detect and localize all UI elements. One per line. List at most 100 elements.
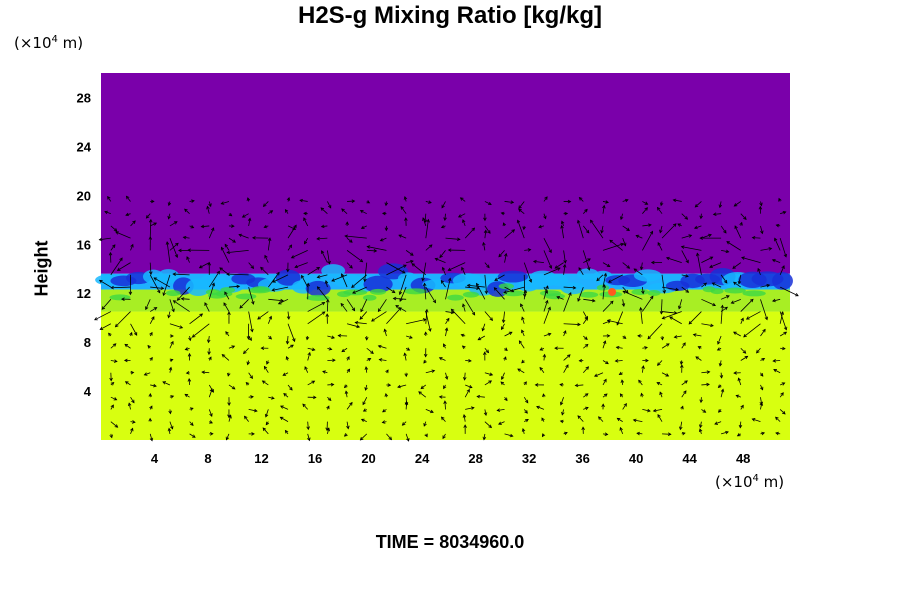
wind-vector-head: [125, 212, 130, 217]
wind-vector-head: [602, 340, 607, 345]
wind-vector-head: [184, 208, 188, 213]
x-tick-label: 48: [736, 451, 750, 466]
wind-vector-head: [783, 326, 788, 331]
wind-vector-head: [539, 347, 544, 351]
wind-vector: [484, 201, 492, 205]
wind-vector-head: [251, 300, 255, 305]
wind-vector-head: [184, 347, 189, 351]
wind-vector-head: [286, 196, 291, 201]
wind-vector-head: [191, 334, 196, 338]
wind-vector-head: [444, 376, 449, 380]
wind-vector-head: [510, 200, 515, 204]
wind-vector: [169, 323, 183, 329]
wind-vector-head: [250, 265, 255, 269]
wind-vector: [248, 372, 253, 379]
wind-vector-head: [346, 356, 350, 360]
wind-vector-head: [685, 274, 689, 278]
wind-vector: [563, 354, 571, 361]
wind-vector-head: [678, 305, 682, 310]
wind-vector: [653, 409, 663, 412]
wind-vector: [321, 225, 328, 228]
wind-vector: [673, 199, 682, 202]
wind-vector-head: [328, 347, 333, 351]
wind-vector-head: [545, 299, 549, 304]
wind-vector: [681, 246, 702, 251]
wind-vector: [425, 286, 436, 303]
wind-vector-head: [685, 289, 690, 293]
wind-vector-head: [775, 416, 779, 421]
wind-vector-head: [462, 376, 467, 381]
wind-vector-head: [501, 319, 506, 324]
y-tick-label: 4: [84, 384, 92, 399]
wind-vector: [740, 318, 744, 324]
wind-vector: [693, 334, 702, 337]
wind-vector-head: [524, 410, 528, 414]
x-tick-label: 36: [575, 451, 589, 466]
wind-vector: [462, 304, 466, 312]
wind-vector: [272, 286, 289, 291]
wind-vector: [101, 299, 112, 310]
wind-vector-head: [466, 283, 471, 288]
wind-vector: [504, 433, 513, 437]
wind-vector-head: [520, 303, 524, 308]
wind-vector: [346, 299, 355, 311]
wind-vector-head: [301, 274, 305, 279]
wind-vector: [294, 262, 308, 268]
wind-vector-head: [422, 282, 427, 287]
wind-vector-head: [771, 258, 776, 263]
wind-vector-head: [121, 297, 125, 301]
wind-vector-head: [615, 345, 620, 350]
wind-vector-head: [596, 277, 600, 282]
wind-vector-head: [626, 227, 630, 231]
wind-vector: [267, 316, 272, 324]
wind-vector-head: [719, 374, 724, 379]
wind-vector-head: [98, 279, 103, 284]
wind-vector-head: [532, 259, 537, 264]
x-tick-label: 28: [468, 451, 482, 466]
wind-vector: [482, 323, 486, 331]
wind-vector-head: [290, 344, 294, 348]
wind-vector: [657, 207, 663, 214]
wind-vector: [260, 267, 269, 276]
wind-vector-head: [548, 265, 553, 270]
wind-vector: [602, 300, 614, 312]
wind-vector-head: [388, 436, 393, 441]
wind-vector: [498, 421, 505, 425]
wind-vector: [346, 421, 349, 429]
wind-vector: [265, 409, 269, 417]
wind-vector: [484, 372, 493, 376]
wind-vector-head: [167, 202, 172, 207]
wind-vector: [445, 311, 454, 314]
wind-vector: [425, 370, 435, 374]
wind-vector: [325, 280, 328, 288]
wind-vector-head: [316, 236, 320, 241]
wind-vector: [380, 237, 387, 242]
wind-vector-head: [391, 289, 396, 294]
wind-vector-head: [367, 358, 372, 362]
wind-vector-head: [170, 425, 174, 430]
wind-vector-head: [641, 290, 645, 295]
wind-vector: [302, 403, 308, 410]
wind-vector-head: [441, 266, 446, 271]
x-tick-label: 8: [204, 451, 211, 466]
wind-vector-head: [133, 332, 138, 336]
wind-vector-head: [568, 292, 572, 296]
wind-vector: [192, 323, 210, 338]
wind-vector: [701, 383, 710, 386]
wind-vector: [583, 298, 595, 302]
wind-vector-head: [227, 414, 231, 419]
wind-vector-head: [603, 393, 608, 397]
wind-vector-head: [783, 253, 788, 258]
wind-vector: [278, 298, 289, 305]
wind-vector: [243, 347, 249, 354]
wind-vector: [346, 262, 353, 269]
wind-vector-head: [732, 265, 736, 269]
wind-vector-head: [494, 277, 498, 281]
wind-vector-head: [115, 231, 119, 235]
wind-vector-head: [172, 272, 177, 276]
wind-vector-head: [253, 408, 258, 413]
wind-vector-head: [179, 325, 184, 329]
wind-vector-head: [398, 307, 402, 311]
wind-vector-head: [352, 290, 356, 294]
wind-vector-head: [288, 244, 293, 249]
